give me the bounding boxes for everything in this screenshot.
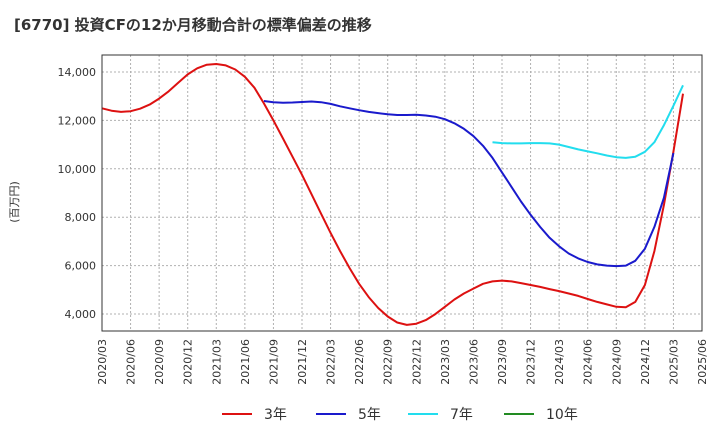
x-tick-label: 2023/06 [467, 339, 480, 385]
x-tick-label: 2023/03 [439, 339, 452, 385]
x-tick-label: 2024/03 [553, 339, 566, 385]
x-tick-label: 2024/12 [639, 339, 652, 385]
grid-layer [101, 55, 703, 331]
y-tick-label: 6,000 [65, 260, 97, 273]
series-line-0 [101, 63, 684, 326]
y-tick-label: 14,000 [58, 66, 97, 79]
x-tick-label: 2020/09 [153, 339, 166, 385]
series-line-1 [263, 100, 675, 268]
series-layer [101, 63, 684, 326]
x-tick-label: 2023/09 [496, 339, 509, 385]
chart-title: [6770] 投資CFの12か月移動合計の標準偏差の推移 [14, 16, 372, 34]
x-tick-label: 2022/09 [382, 339, 395, 385]
y-tick-labels: 4,000 6,000 8,000 10,000 12,000 14,000 [58, 66, 97, 321]
x-tick-label: 2025/06 [696, 339, 709, 385]
series-line-2 [492, 84, 684, 159]
x-tick-label: 2021/03 [210, 339, 223, 385]
x-tick-label: 2022/12 [410, 339, 423, 385]
x-tick-label: 2025/03 [667, 339, 680, 385]
legend-label-0: 3年 [264, 407, 287, 423]
legend-label-1: 5年 [358, 407, 381, 423]
x-tick-label: 2020/12 [182, 339, 195, 385]
y-tick-label: 12,000 [58, 114, 97, 127]
legend-label-3: 10年 [546, 407, 578, 423]
y-axis-label: (百万円) [8, 181, 21, 223]
x-tick-label: 2021/09 [267, 339, 280, 385]
x-tick-label: 2023/12 [525, 339, 538, 385]
x-tick-labels: 2020/03 2020/06 2020/09 2020/12 2021/03 2021/… [96, 339, 709, 385]
x-tick-label: 2020/06 [125, 339, 138, 385]
y-tick-label: 8,000 [65, 211, 97, 224]
x-tick-label: 2020/03 [96, 339, 109, 385]
x-tick-label: 2021/12 [296, 339, 309, 385]
x-tick-label: 2021/06 [239, 339, 252, 385]
x-tick-label: 2024/09 [610, 339, 623, 385]
legend-label-2: 7年 [450, 407, 473, 423]
x-tick-label: 2022/06 [353, 339, 366, 385]
x-tick-label: 2022/03 [325, 339, 338, 385]
legend: 3年 5年 7年 10年 [222, 407, 578, 423]
plot-frame [101, 54, 703, 332]
x-tick-label: 2024/06 [582, 339, 595, 385]
y-tick-label: 10,000 [58, 163, 97, 176]
y-tick-label: 4,000 [65, 308, 97, 321]
